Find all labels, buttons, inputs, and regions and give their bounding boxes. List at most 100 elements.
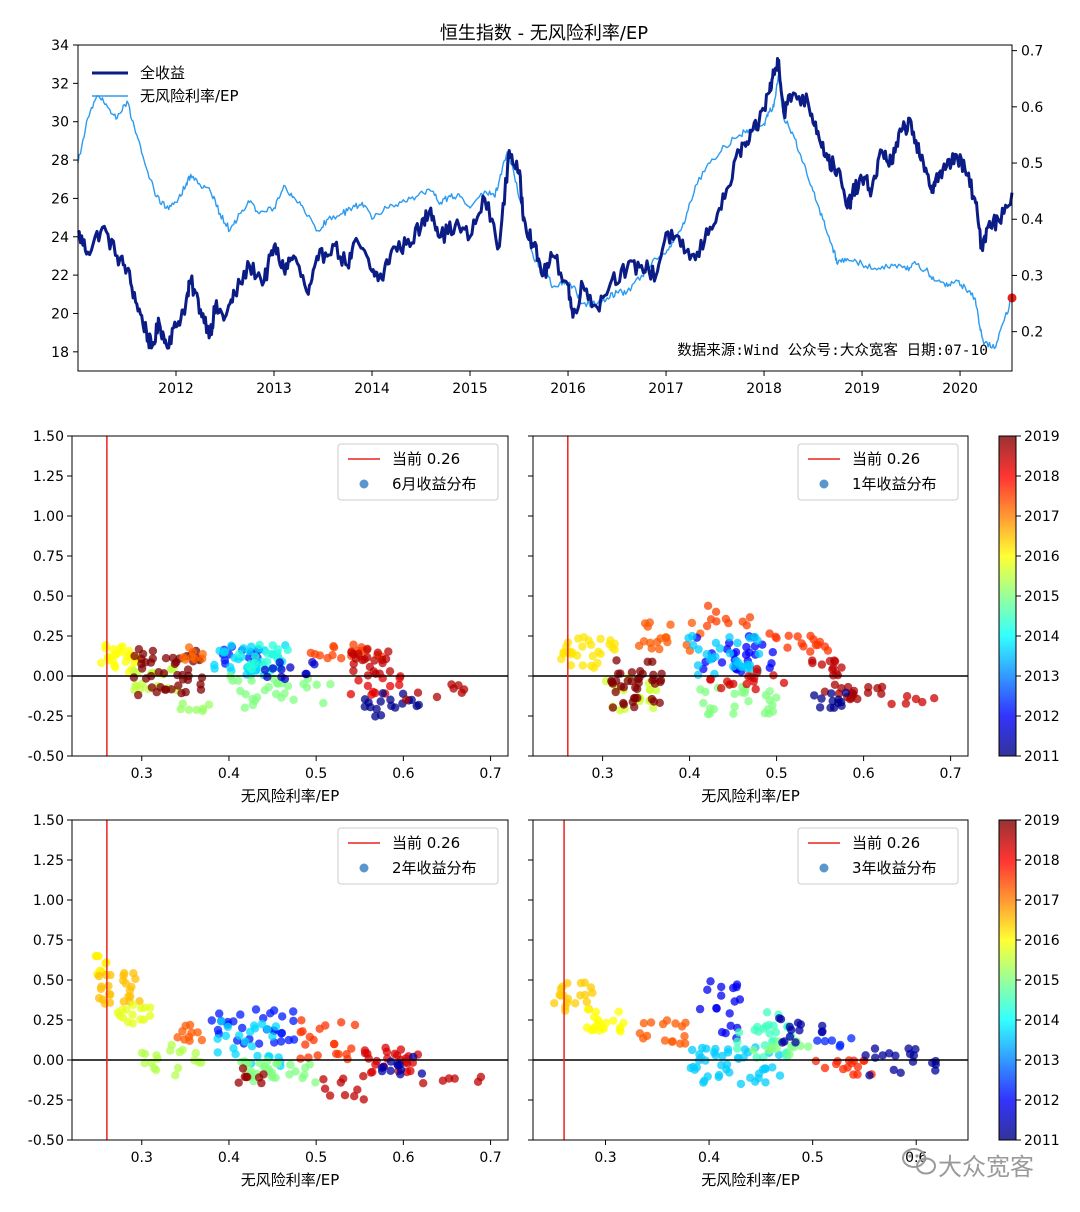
- watermark-text: 大众宽客: [938, 1153, 1034, 1181]
- scatter-point: [596, 649, 605, 659]
- scatter-point: [173, 670, 182, 680]
- watermark: 大众宽客: [902, 1148, 1034, 1181]
- y-tick-label: 0.25: [33, 629, 64, 645]
- x-tick-label: 2012: [158, 381, 194, 397]
- scatter-point: [778, 1038, 787, 1047]
- scatter-point: [207, 1016, 216, 1025]
- scatter-point: [785, 1050, 794, 1059]
- scatter-point: [94, 971, 104, 981]
- y-tick-label-left: 26: [51, 191, 69, 207]
- scatter-point: [772, 693, 781, 702]
- scatter-point: [823, 646, 833, 655]
- x-tick-label: 0.5: [765, 766, 787, 782]
- y-tick-label: -0.25: [28, 1093, 64, 1109]
- scatter-point: [291, 1067, 300, 1076]
- scatter-point: [774, 1050, 784, 1060]
- scatter-point: [889, 1065, 898, 1075]
- scatter-point: [378, 689, 387, 698]
- x-tick-label: 0.5: [305, 766, 327, 782]
- scatter-point: [653, 637, 662, 647]
- scatter-point: [723, 1048, 733, 1057]
- scatter-point: [403, 1059, 412, 1068]
- legend-label-distribution: 1年收益分布: [852, 475, 937, 493]
- scatter-point: [645, 638, 655, 647]
- scatter-point: [710, 1048, 719, 1057]
- scatter-point: [371, 688, 380, 698]
- scatter-point: [730, 689, 739, 699]
- colorbar-gradient: [998, 435, 1017, 757]
- scatter-point: [636, 667, 645, 676]
- x-tick-label: 0.7: [479, 766, 501, 782]
- scatter-point: [152, 688, 161, 697]
- colorbar-tick-label: 2016: [1024, 933, 1060, 949]
- x-tick-label: 0.3: [131, 766, 153, 782]
- scatter-point: [783, 643, 792, 652]
- scatter-point: [289, 695, 298, 704]
- x-tick-label: 0.3: [131, 1150, 153, 1166]
- scatter-point: [297, 1016, 306, 1025]
- scatter-point: [717, 658, 727, 667]
- scatter-point: [817, 1027, 827, 1037]
- scatter-point: [325, 1091, 335, 1100]
- scatter-point: [254, 1039, 264, 1048]
- scatter-point: [257, 1019, 267, 1029]
- scatter-point: [280, 674, 290, 684]
- scatter-point: [827, 689, 836, 698]
- scatter-point: [395, 680, 404, 690]
- x-tick-label: 0.4: [218, 766, 240, 782]
- scatter-point: [223, 1022, 233, 1032]
- scatter-point: [376, 697, 385, 706]
- scatter-point: [247, 1042, 257, 1051]
- scatter-point: [741, 650, 751, 659]
- scatter-point: [275, 658, 284, 667]
- scatter-point: [586, 983, 596, 992]
- scatter-point: [809, 635, 818, 644]
- legend-swatch-distribution: [819, 863, 829, 873]
- top-chart-title: 恒生指数 - 无风险利率/EP: [440, 23, 648, 44]
- scatter-point: [849, 690, 858, 699]
- scatter-point: [799, 642, 808, 651]
- scatter-point: [711, 652, 720, 661]
- colorbar-tick-label: 2018: [1024, 853, 1060, 869]
- scatter-point: [749, 1046, 758, 1055]
- scatter-point: [255, 640, 264, 650]
- scatter-point: [221, 1031, 231, 1041]
- y-tick-label: 0.00: [33, 1053, 64, 1069]
- scatter-point: [666, 620, 675, 629]
- scatter-point: [137, 664, 147, 673]
- scatter-point: [184, 705, 194, 714]
- scatter-point: [765, 696, 774, 705]
- scatter-point: [750, 1025, 759, 1035]
- scatter-point: [616, 1023, 625, 1032]
- legend-swatch-distribution: [359, 863, 369, 873]
- scatter-point: [301, 1040, 310, 1049]
- y-tick-label-left: 20: [51, 306, 69, 322]
- scatter-point: [667, 1037, 677, 1046]
- scatter-point: [371, 712, 380, 721]
- legend-box: [337, 443, 499, 501]
- scatter-point: [92, 951, 102, 961]
- scatter-point: [198, 706, 207, 716]
- scatter-point: [885, 1049, 894, 1058]
- scatter-point: [791, 1038, 800, 1047]
- scatter-point: [197, 1035, 207, 1045]
- scatter-point: [578, 661, 587, 670]
- scatter-point: [722, 1060, 732, 1069]
- y-tick-label-left: 32: [51, 76, 69, 92]
- scatter-point: [730, 702, 739, 711]
- scatter-point: [820, 1063, 830, 1073]
- scatter-point: [259, 1070, 268, 1079]
- scatter-point: [829, 703, 839, 712]
- scatter-point: [663, 637, 672, 647]
- scatter-point: [717, 1028, 727, 1037]
- scatter-point: [215, 1009, 224, 1018]
- scatter-point: [717, 991, 726, 1000]
- y-tick-label: 1.25: [33, 469, 64, 485]
- scatter-point: [273, 1059, 283, 1068]
- scatter-point: [337, 1018, 346, 1027]
- scatter-point: [699, 698, 708, 708]
- legend-label-current: 当前 0.26: [852, 450, 920, 468]
- scatter-point: [586, 640, 596, 649]
- scatter-point: [240, 1072, 249, 1082]
- scatter-point: [419, 1079, 428, 1088]
